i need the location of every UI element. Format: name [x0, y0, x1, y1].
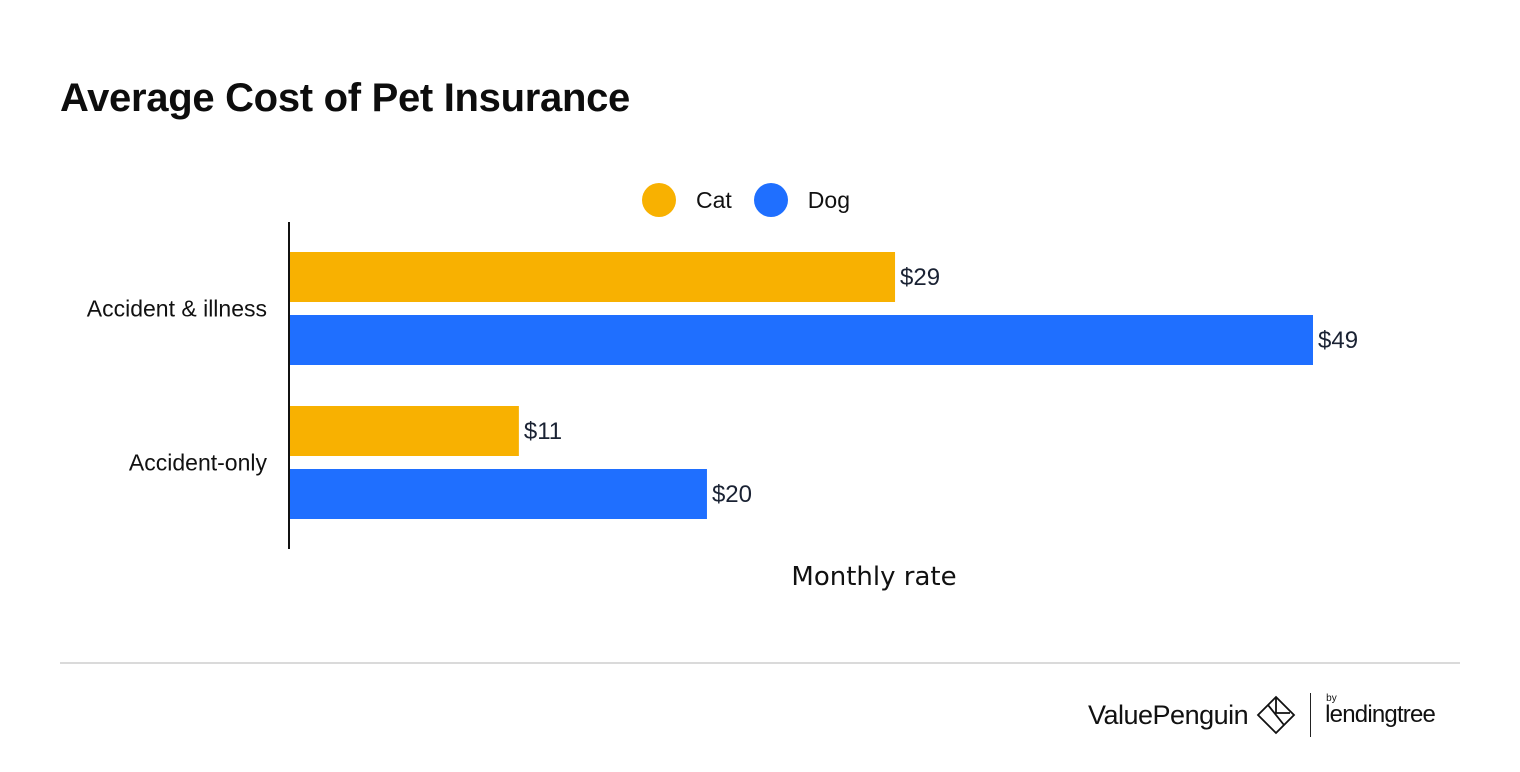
lendingtree-by-text: by: [1326, 693, 1337, 704]
data-label-accident-only-dog: $20: [712, 481, 752, 508]
x-axis-title: Monthly rate: [791, 562, 956, 592]
legend-label-dog: Dog: [807, 186, 850, 213]
legend-swatch-dog: [753, 183, 788, 217]
brand-footer: ValuePenguin by lendingtree: [1088, 690, 1436, 740]
lendingtree-logo-text: lendingtree: [1325, 701, 1436, 728]
bar-accident-only-cat: [289, 406, 519, 456]
legend-item-dog: Dog: [753, 183, 850, 217]
bar-chart: $29 $49 Accident & illness $11 $20 Accident-o…: [87, 222, 1358, 592]
valuepenguin-logo-text: ValuePenguin: [1088, 699, 1249, 730]
bar-accident-only-dog: [289, 469, 707, 519]
legend: Cat Dog: [642, 183, 872, 217]
data-label-accident-illness-cat: $29: [900, 264, 940, 291]
chart-title: Average Cost of Pet Insurance: [60, 76, 630, 120]
legend-swatch-cat: [642, 183, 676, 217]
brand-separator: [1310, 693, 1312, 737]
legend-item-cat: Cat: [642, 183, 732, 217]
lendingtree-logo: by lendingtree: [1325, 693, 1436, 729]
bar-accident-illness-dog: [289, 315, 1313, 365]
valuepenguin-logo-icon: [1256, 695, 1296, 735]
category-label-accident-illness: Accident & illness: [87, 296, 267, 322]
category-label-accident-only: Accident-only: [129, 450, 268, 476]
data-label-accident-illness-dog: $49: [1318, 327, 1358, 354]
bar-accident-illness-cat: [289, 252, 896, 302]
footer-divider: [60, 662, 1460, 664]
data-label-accident-only-cat: $11: [524, 418, 562, 445]
legend-label-cat: Cat: [696, 186, 732, 213]
